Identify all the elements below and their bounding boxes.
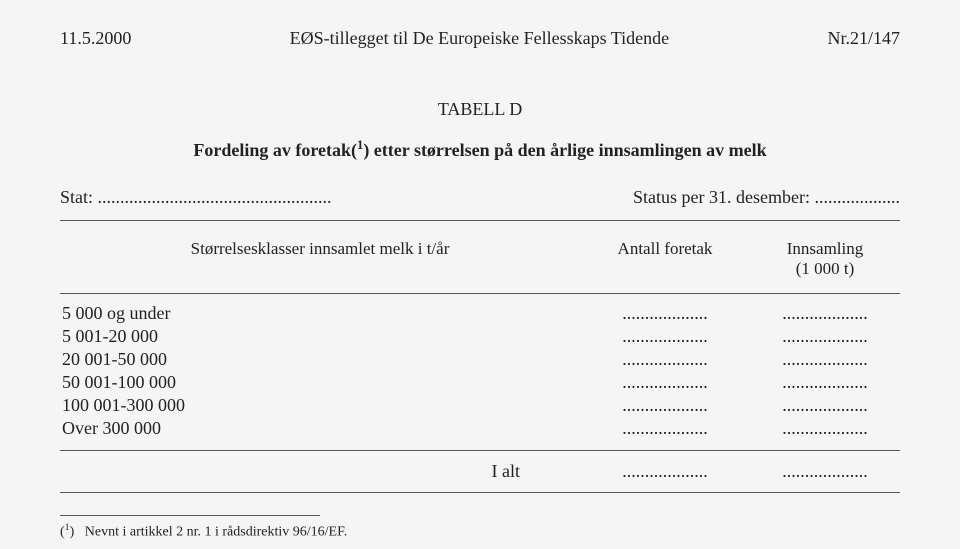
- header-title: EØS-tillegget til De Europeiske Fellessk…: [290, 28, 669, 49]
- row-v2: ...................: [750, 418, 900, 439]
- row-v2: ...................: [750, 395, 900, 416]
- col-collection-line1: Innsamling: [760, 239, 890, 259]
- table-head: Størrelsesklasser innsamlet melk i t/år …: [60, 221, 900, 294]
- footnote-close: ): [70, 525, 75, 540]
- row-label: 20 001-50 000: [60, 349, 580, 370]
- header-page: Nr.21/147: [827, 28, 900, 49]
- status-label: Status per 31. desember: ...............…: [633, 187, 900, 208]
- table-row: 100 001-300 000.........................…: [60, 394, 900, 417]
- row-label: Over 300 000: [60, 418, 580, 439]
- total-label: I alt: [60, 461, 580, 482]
- row-v1: ...................: [580, 372, 750, 393]
- table-row: 20 001-50 000...........................…: [60, 348, 900, 371]
- table-subtitle: Fordeling av foretak(1) etter størrelsen…: [60, 138, 900, 161]
- header-date: 11.5.2000: [60, 28, 131, 49]
- row-label: 5 001-20 000: [60, 326, 580, 347]
- subtitle-suffix: ) etter størrelsen på den årlige innsaml…: [363, 140, 766, 160]
- row-label: 5 000 og under: [60, 303, 580, 324]
- data-table: Størrelsesklasser innsamlet melk i t/år …: [60, 220, 900, 493]
- col-collection-line2: (1 000 t): [760, 259, 890, 279]
- table-row: 50 001-100 000..........................…: [60, 371, 900, 394]
- stat-label: Stat: ..................................…: [60, 187, 332, 208]
- table-label: TABELL D: [60, 99, 900, 120]
- table-row: Over 300 000............................…: [60, 417, 900, 440]
- col-collection: Innsamling (1 000 t): [750, 221, 900, 293]
- row-v2: ...................: [750, 303, 900, 324]
- row-v2: ...................: [750, 372, 900, 393]
- subtitle-prefix: Fordeling av foretak(: [193, 140, 357, 160]
- footnote-separator: [60, 515, 320, 516]
- row-v1: ...................: [580, 326, 750, 347]
- footnote: (1) Nevnt i artikkel 2 nr. 1 i rådsdirek…: [60, 522, 900, 541]
- row-v1: ...................: [580, 303, 750, 324]
- row-v1: ...................: [580, 349, 750, 370]
- col-size-classes: Størrelsesklasser innsamlet melk i t/år: [60, 221, 580, 293]
- row-label: 50 001-100 000: [60, 372, 580, 393]
- table-row: 5 000 og under..........................…: [60, 302, 900, 325]
- page-header: 11.5.2000 EØS-tillegget til De Europeisk…: [60, 28, 900, 49]
- row-v1: ...................: [580, 395, 750, 416]
- col-count: Antall foretak: [580, 221, 750, 293]
- total-v1: ...................: [580, 461, 750, 482]
- total-v2: ...................: [750, 461, 900, 482]
- footnote-text: Nevnt i artikkel 2 nr. 1 i rådsdirektiv …: [85, 525, 348, 540]
- row-label: 100 001-300 000: [60, 395, 580, 416]
- table-row: 5 001-20 000............................…: [60, 325, 900, 348]
- row-v2: ...................: [750, 349, 900, 370]
- table-footer: I alt ................... ..............…: [60, 450, 900, 492]
- stat-row: Stat: ..................................…: [60, 187, 900, 208]
- table-body: 5 000 og under..........................…: [60, 294, 900, 450]
- row-v2: ...................: [750, 326, 900, 347]
- row-v1: ...................: [580, 418, 750, 439]
